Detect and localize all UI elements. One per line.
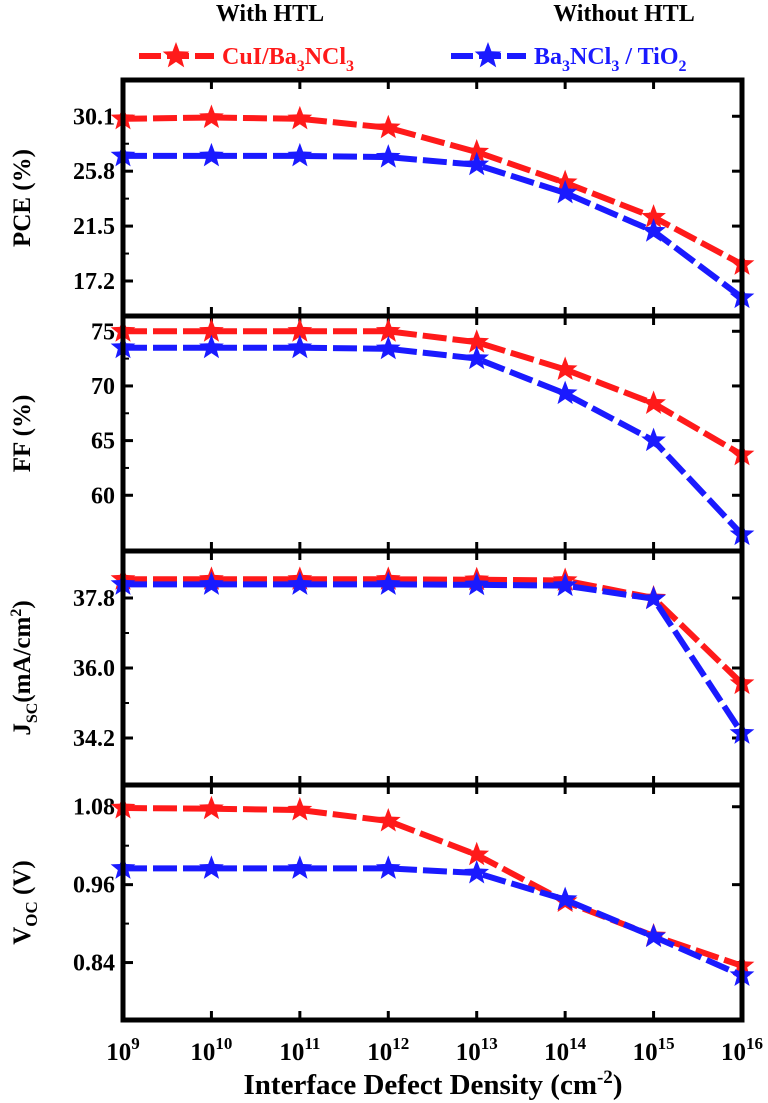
- legend-star-tio2: [474, 42, 502, 68]
- series-line-tio2-pce: [123, 152, 744, 300]
- series-line-tio2-voc: [123, 865, 744, 979]
- data-point-tio2-jsc-4: [464, 571, 490, 596]
- data-point-tio2-ff-1: [199, 334, 224, 359]
- data-point-cui-ff-1: [199, 318, 224, 342]
- y-tick-label-jsc: 37.8: [73, 586, 115, 612]
- data-point-tio2-voc-2: [287, 855, 313, 879]
- data-point-tio2-ff-3: [375, 335, 401, 360]
- y-tick-label-jsc: 34.2: [73, 726, 115, 752]
- data-point-cui-voc-1: [199, 795, 224, 820]
- y-tick-label-jsc: 36.0: [73, 656, 115, 682]
- panel-pce: 17.2 21.5 25.8 30.1 PCE (%): [9, 77, 755, 319]
- legend-entry-ba3ncl3-tio2: Ba3NCl3 / TiO2: [451, 42, 687, 75]
- y-tick-label-pce: 30.1: [73, 104, 115, 130]
- x-axis-title: Interface Defect Density (cm-2): [244, 1067, 623, 1101]
- x-tick-label: 1010: [190, 1034, 232, 1066]
- y-tick-label-ff: 60: [91, 483, 115, 509]
- data-point-cui-voc-4: [464, 841, 490, 866]
- data-point-cui-voc-2: [287, 796, 313, 821]
- series-line-cui-ff: [123, 328, 744, 458]
- y-axis-title-voc: VOC (V): [9, 860, 41, 945]
- data-point-tio2-pce-5: [552, 179, 578, 204]
- y-tick-label-ff: 65: [91, 429, 115, 455]
- data-point-cui-ff-3: [375, 318, 401, 342]
- y-axis-title-ff: FF (%): [9, 395, 36, 473]
- data-point-tio2-ff-4: [464, 345, 490, 370]
- data-point-cui-voc-3: [375, 808, 401, 832]
- legend-entry-cui-ba3ncl3: CuI/Ba3NCl3: [139, 42, 354, 75]
- x-tick-label: 1016: [721, 1034, 763, 1066]
- data-point-tio2-voc-1: [199, 855, 224, 879]
- x-tick-label: 1015: [633, 1034, 675, 1066]
- panel-jsc: 34.2 36.0 37.8 JSC(mA/cm2): [8, 548, 755, 788]
- x-tick-label: 109: [106, 1034, 140, 1066]
- y-tick-label-pce: 17.2: [73, 269, 115, 295]
- y-tick-label-ff: 75: [91, 319, 115, 345]
- x-tick-label: 1012: [367, 1034, 409, 1066]
- y-tick-label-pce: 25.8: [73, 159, 115, 185]
- data-point-tio2-pce-4: [464, 151, 490, 176]
- data-point-tio2-jsc-6: [641, 585, 666, 610]
- data-point-tio2-jsc-2: [287, 571, 313, 595]
- legend-label-tio2: Ba3NCl3 / TiO2: [534, 44, 687, 75]
- x-axis: 109 1010 1011 1012 1013 1014 1015 1016 Interface…: [106, 1034, 763, 1101]
- data-point-cui-ff-4: [464, 329, 490, 353]
- data-point-cui-ff-5: [552, 356, 578, 381]
- legend-heading-without-htl: Without HTL: [553, 1, 695, 27]
- y-tick-label-voc: 0.84: [73, 951, 115, 977]
- series-line-tio2-ff: [123, 344, 745, 537]
- data-point-tio2-jsc-3: [375, 571, 401, 595]
- data-point-tio2-ff-5: [552, 380, 578, 405]
- data-point-tio2-voc-6: [641, 923, 666, 948]
- data-point-cui-ff-6: [641, 390, 666, 414]
- data-point-tio2-pce-1: [199, 142, 224, 167]
- y-tick-label-voc: 1.08: [73, 795, 115, 821]
- data-point-tio2-pce-6: [641, 218, 666, 242]
- series-line-cui-voc: [122, 805, 743, 969]
- data-point-tio2-voc-5: [552, 886, 578, 911]
- data-point-tio2-voc-3: [375, 855, 401, 879]
- data-point-cui-pce-4: [464, 139, 490, 163]
- panel-ff: 60 65 70 75 FF (%): [9, 313, 755, 554]
- y-tick-label-ff: 70: [91, 374, 115, 400]
- data-point-tio2-voc-4: [464, 859, 490, 884]
- data-point-cui-pce-1: [199, 104, 224, 129]
- data-point-tio2-ff-2: [287, 334, 313, 359]
- legend-star-cui: [162, 42, 190, 68]
- x-tick-label: 1013: [456, 1034, 498, 1066]
- data-point-cui-pce-6: [641, 204, 666, 228]
- data-point-tio2-pce-3: [375, 144, 401, 168]
- data-point-cui-pce-3: [375, 114, 401, 139]
- y-tick-label-voc: 0.96: [73, 873, 115, 899]
- data-point-cui-ff-2: [287, 318, 313, 342]
- data-point-tio2-ff-6: [641, 427, 666, 452]
- data-point-tio2-jsc-1: [199, 571, 224, 595]
- data-point-tio2-pce-2: [287, 142, 313, 167]
- x-tick-label: 1014: [544, 1034, 587, 1066]
- y-tick-label-pce: 21.5: [73, 214, 115, 240]
- y-axis-title-pce: PCE (%): [9, 149, 36, 247]
- y-axis-title-jsc: JSC(mA/cm2): [8, 600, 41, 735]
- panel-frame-voc: [120, 782, 745, 1023]
- series-line-tio2-jsc: [123, 581, 745, 735]
- panel-voc: 0.84 0.96 1.08 VOC (V): [9, 782, 755, 1023]
- data-point-cui-pce-2: [287, 105, 313, 130]
- data-point-tio2-jsc-5: [552, 572, 578, 597]
- series-line-cui-pce: [122, 114, 744, 268]
- legend: With HTL Without HTL CuI/Ba3NCl3 Ba3NCl3…: [139, 1, 695, 75]
- legend-heading-with-htl: With HTL: [216, 1, 324, 27]
- chart-panels: 17.2 21.5 25.8 30.1 PCE (%) 60 65 70 75 FF (%) 34.…: [8, 77, 755, 1023]
- legend-label-cui: CuI/Ba3NCl3: [222, 44, 354, 75]
- x-tick-label: 1011: [279, 1034, 320, 1066]
